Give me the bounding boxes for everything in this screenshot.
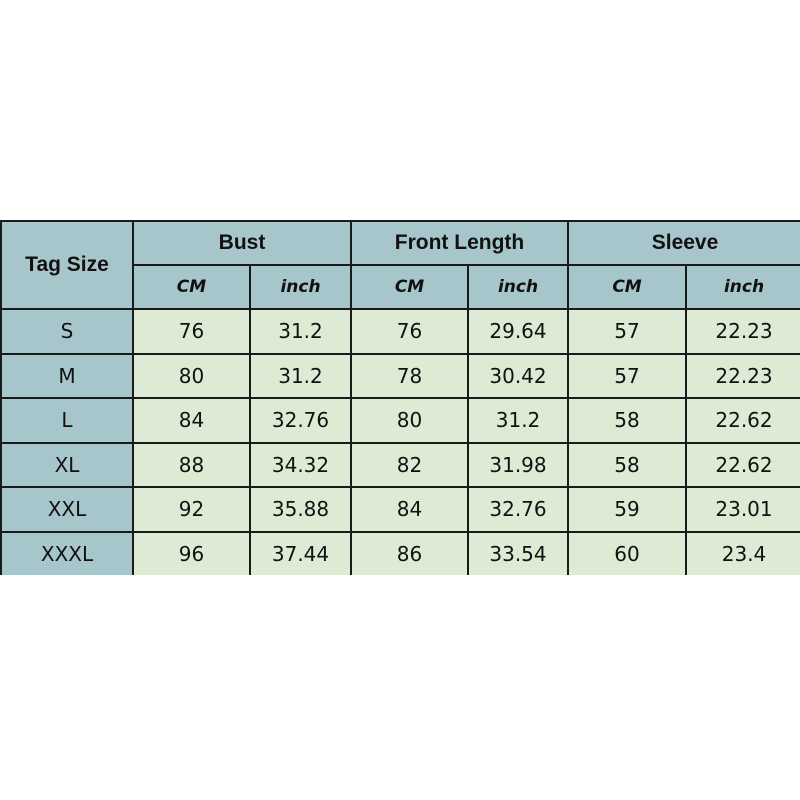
value-cell: 86 [350,530,470,575]
unit-header: CM [350,264,470,310]
size-cell: L [0,397,134,444]
tag-size-header: Tag Size [0,220,134,310]
value-cell: 92 [132,486,251,533]
table-row: M 80 31.2 78 30.42 57 22.23 [0,352,800,399]
value-cell: 35.88 [248,486,353,533]
value-cell: 33.54 [467,530,570,575]
header-row: Tag Size Bust Front Length Sleeve [0,220,800,310]
table-row: XXL 92 35.88 84 32.76 59 23.01 [0,486,800,533]
bust-header: Bust [131,220,353,266]
value-cell: 23.01 [685,486,800,533]
value-cell: 29.64 [467,308,570,355]
unit-header: CM [132,264,251,310]
value-cell: 59 [567,486,688,533]
value-cell: 88 [132,441,251,488]
size-cell: XXL [0,486,134,533]
value-cell: 22.62 [685,441,800,488]
value-cell: 31.2 [248,308,353,355]
value-cell: 80 [350,397,470,444]
value-cell: 22.23 [685,352,800,399]
front-length-header: Front Length [350,220,570,266]
value-cell: 23.4 [685,530,800,575]
value-cell: 22.62 [685,397,800,444]
value-cell: 22.23 [685,308,800,355]
value-cell: 80 [132,352,251,399]
unit-header: CM [567,264,688,310]
value-cell: 58 [567,441,688,488]
value-cell: 31.2 [467,397,570,444]
unit-header: inch [685,264,800,310]
value-cell: 57 [567,308,688,355]
unit-row: CM inch CM inch CM inch [1,264,800,310]
value-cell: 96 [132,530,251,575]
value-cell: 31.98 [467,441,570,488]
table-row: XL 88 34.32 82 31.98 58 22.62 [0,441,800,488]
size-cell: XL [0,441,134,488]
value-cell: 32.76 [248,397,353,444]
size-cell: S [0,308,134,355]
value-cell: 32.76 [467,486,570,533]
table-row: XXXL 96 37.44 86 33.54 60 23.4 [0,530,800,575]
size-chart-table: Tag Size Bust Front Length Sleeve CM inc… [0,220,800,575]
sleeve-header: Sleeve [567,220,800,266]
value-cell: 58 [567,397,688,444]
value-cell: 57 [567,352,688,399]
value-cell: 82 [350,441,470,488]
value-cell: 31.2 [248,352,353,399]
size-cell: M [0,352,134,399]
table-row: S 76 31.2 76 29.64 57 22.23 [0,308,800,355]
size-cell: XXXL [0,530,134,575]
value-cell: 78 [350,352,470,399]
value-cell: 76 [350,308,470,355]
value-cell: 37.44 [248,530,353,575]
value-cell: 30.42 [467,352,570,399]
value-cell: 84 [350,486,470,533]
unit-header: inch [467,264,570,310]
value-cell: 76 [132,308,251,355]
value-cell: 34.32 [248,441,353,488]
unit-header: inch [248,264,353,310]
value-cell: 60 [567,530,688,575]
table-row: L 84 32.76 80 31.2 58 22.62 [0,397,800,444]
value-cell: 84 [132,397,251,444]
